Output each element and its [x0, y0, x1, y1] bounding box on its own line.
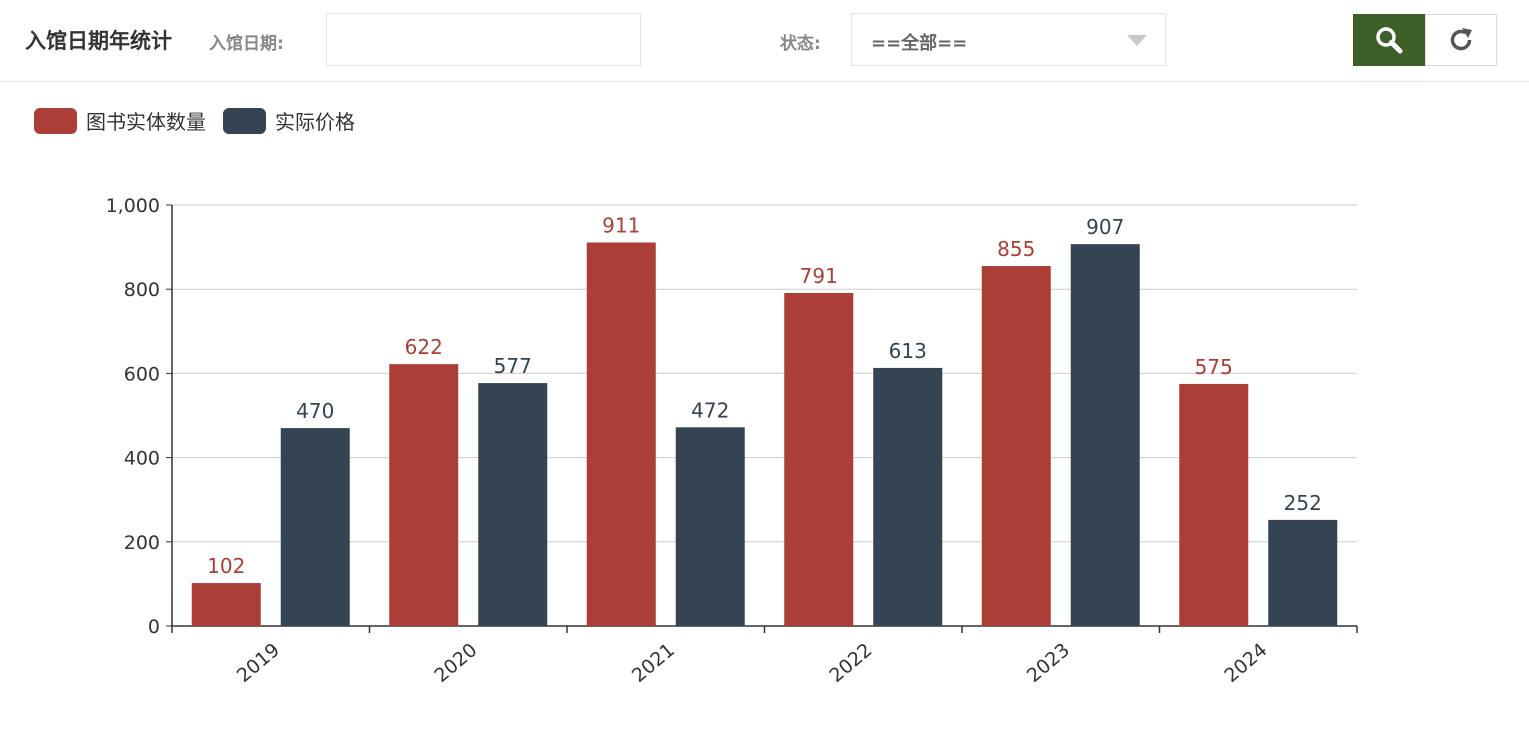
bar: [280, 428, 350, 626]
data-label: 911: [602, 213, 640, 237]
toolbar: 入馆日期年统计 入馆日期: 状态: ==全部==: [0, 0, 1529, 82]
status-select[interactable]: ==全部==: [851, 13, 1166, 66]
date-label: 入馆日期:: [209, 34, 284, 54]
x-tick-label: 2019: [233, 639, 284, 687]
legend-swatch: [34, 107, 77, 134]
data-label: 102: [207, 554, 245, 578]
x-tick-label: 2021: [628, 639, 679, 687]
date-input[interactable]: [326, 13, 641, 66]
legend: 图书实体数量 实际价格: [34, 106, 372, 135]
bar: [873, 367, 943, 626]
bar: [784, 292, 854, 626]
bar: [1268, 519, 1338, 626]
search-icon: [1376, 27, 1403, 54]
y-tick-label: 1,000: [106, 195, 160, 217]
y-tick-label: 400: [124, 448, 160, 470]
x-tick-label: 2022: [825, 639, 876, 687]
legend-label: 实际价格: [275, 110, 355, 134]
bar: [1179, 383, 1249, 626]
bar: [1070, 244, 1140, 626]
data-label: 613: [889, 339, 927, 363]
y-tick-label: 200: [124, 532, 160, 554]
x-tick-label: 2020: [430, 639, 481, 687]
page-title: 入馆日期年统计: [25, 29, 172, 53]
x-tick-label: 2024: [1220, 639, 1271, 687]
data-label: 470: [296, 399, 334, 423]
data-label: 907: [1086, 215, 1124, 239]
x-tick-label: 2023: [1023, 639, 1074, 687]
chevron-down-icon: [1127, 35, 1147, 46]
legend-item-actual-price[interactable]: 实际价格: [223, 106, 355, 135]
bar: [478, 383, 548, 626]
y-tick-label: 800: [124, 279, 160, 301]
status-select-value: ==全部==: [871, 33, 968, 54]
legend-item-book-count[interactable]: 图书实体数量: [34, 106, 206, 135]
data-label: 855: [997, 237, 1035, 261]
bar: [191, 583, 261, 626]
y-tick-label: 0: [148, 616, 160, 638]
reset-button[interactable]: [1425, 14, 1497, 66]
data-label: 791: [800, 264, 838, 288]
data-label: 622: [405, 335, 443, 359]
search-button[interactable]: [1353, 14, 1425, 66]
data-label: 252: [1284, 491, 1322, 515]
bar: [981, 266, 1051, 626]
data-label: 472: [691, 398, 729, 422]
data-label: 575: [1195, 355, 1233, 379]
legend-label: 图书实体数量: [86, 110, 206, 134]
bar: [389, 364, 459, 626]
status-label: 状态:: [780, 34, 821, 54]
data-label: 577: [494, 354, 532, 378]
legend-swatch: [223, 107, 266, 134]
y-tick-label: 600: [124, 363, 160, 385]
bar: [586, 242, 656, 626]
bar: [675, 427, 745, 626]
refresh-icon: [1450, 28, 1472, 51]
